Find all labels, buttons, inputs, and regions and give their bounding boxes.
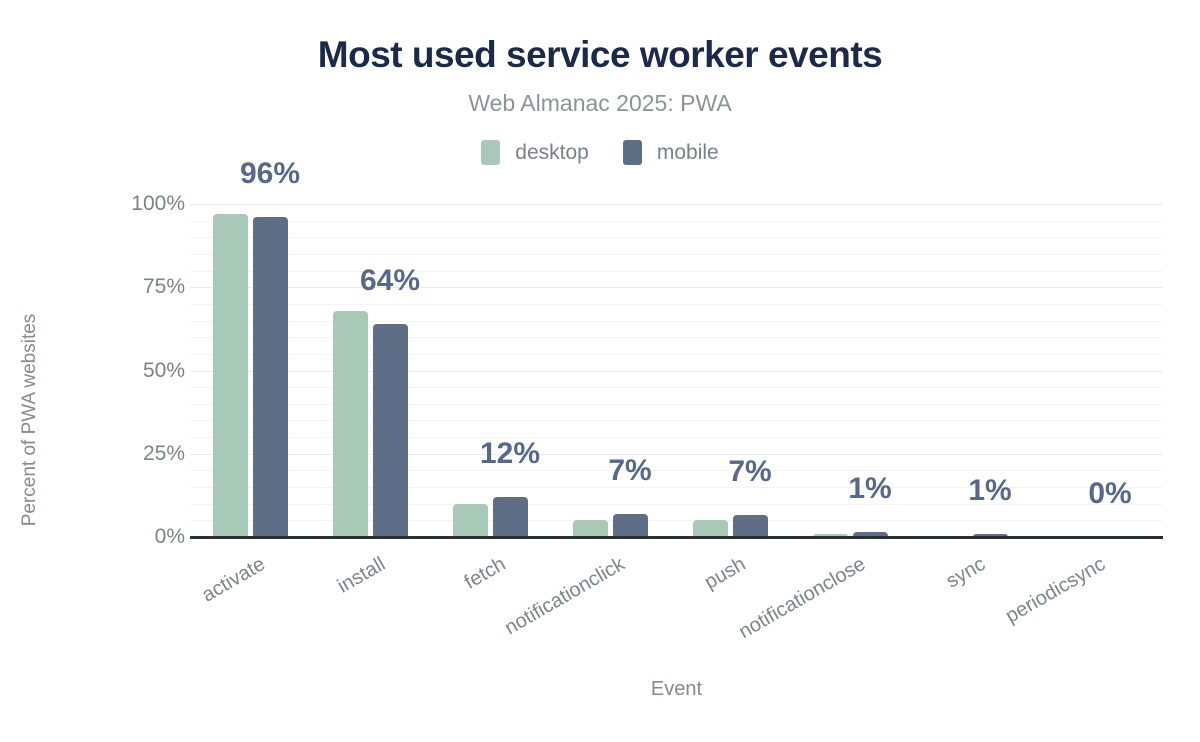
bar-mobile-sync[interactable] (972, 533, 1008, 537)
y-axis-title: Percent of PWA websites (19, 313, 40, 527)
gridline-15pct (190, 487, 1163, 488)
gridline-25pct (190, 454, 1163, 455)
x-tick-label-notificationclose: notificationclose (734, 553, 869, 644)
y-tick-label-25%: 25% (142, 442, 185, 465)
gridline-30pct (190, 437, 1163, 438)
x-tick-label-push: push (700, 553, 749, 594)
gridline-50pct (190, 371, 1163, 372)
bar-value-label-notificationclose: 1% (848, 472, 892, 505)
x-tick-label-activate: activate (198, 553, 269, 607)
bar-desktop-fetch[interactable] (452, 503, 488, 537)
bar-desktop-activate[interactable] (212, 213, 248, 537)
y-tick-label-0%: 0% (154, 525, 185, 548)
legend-item-desktop[interactable]: desktop (481, 140, 589, 165)
x-tick-label-periodicsync: periodicsync (1001, 553, 1109, 628)
chart-subtitle: Web Almanac 2025: PWA (468, 90, 732, 116)
bar-desktop-notificationclick[interactable] (572, 520, 608, 537)
bar-mobile-notificationclose[interactable] (852, 532, 888, 537)
y-tick-label-75%: 75% (142, 275, 185, 298)
x-axis-line (190, 536, 1163, 539)
gridline-65pct (190, 321, 1163, 322)
bar-value-label-fetch: 12% (479, 437, 541, 470)
legend-item-mobile[interactable]: mobile (622, 140, 719, 165)
x-tick-label-install: install (333, 553, 389, 598)
gridline-40pct (190, 404, 1163, 405)
x-axis-title: Event (650, 678, 703, 700)
legend-label-mobile: mobile (656, 140, 719, 164)
gridline-35pct (190, 420, 1163, 421)
bar-mobile-notificationclick[interactable] (612, 513, 648, 537)
bar-desktop-push[interactable] (692, 520, 728, 537)
y-tick-label-100%: 100% (131, 192, 185, 215)
x-tick-label-notificationclick: notificationclick (501, 553, 629, 640)
gridline-45pct (190, 387, 1163, 388)
gridline-10pct (190, 504, 1163, 505)
bar-value-label-push: 7% (728, 455, 772, 488)
gridline-55pct (190, 354, 1163, 355)
legend: desktop mobile (0, 140, 1200, 165)
gridline-95pct (190, 221, 1163, 222)
bar-value-label-notificationclick: 7% (608, 454, 652, 487)
bar-value-label-periodicsync: 0% (1088, 477, 1132, 510)
gridline-75pct (190, 287, 1163, 288)
bar-mobile-activate[interactable] (252, 217, 288, 537)
gridline-100pct (190, 204, 1163, 205)
gridline-70pct (190, 304, 1163, 305)
gridline-85pct (190, 254, 1163, 255)
bar-mobile-fetch[interactable] (492, 497, 528, 537)
gridline-80pct (190, 271, 1163, 272)
bar-desktop-install[interactable] (332, 310, 368, 537)
gridline-5pct (190, 520, 1163, 521)
y-tick-label-50%: 50% (142, 359, 185, 382)
x-tick-label-sync: sync (942, 553, 989, 593)
gridline-20pct (190, 470, 1163, 471)
bar-value-label-activate: 96% (239, 157, 301, 190)
bar-value-label-install: 64% (359, 264, 421, 297)
bar-mobile-push[interactable] (732, 515, 768, 537)
gridline-60pct (190, 337, 1163, 338)
bar-mobile-install[interactable] (372, 323, 408, 537)
mobile-swatch-icon (622, 140, 642, 165)
bar-desktop-notificationclose[interactable] (812, 533, 848, 537)
desktop-swatch-icon (481, 140, 501, 165)
chart-title: Most used service worker events (317, 34, 883, 75)
bar-value-label-sync: 1% (968, 474, 1012, 507)
x-tick-label-fetch: fetch (460, 553, 509, 594)
gridline-90pct (190, 237, 1163, 238)
legend-label-desktop: desktop (515, 140, 589, 164)
